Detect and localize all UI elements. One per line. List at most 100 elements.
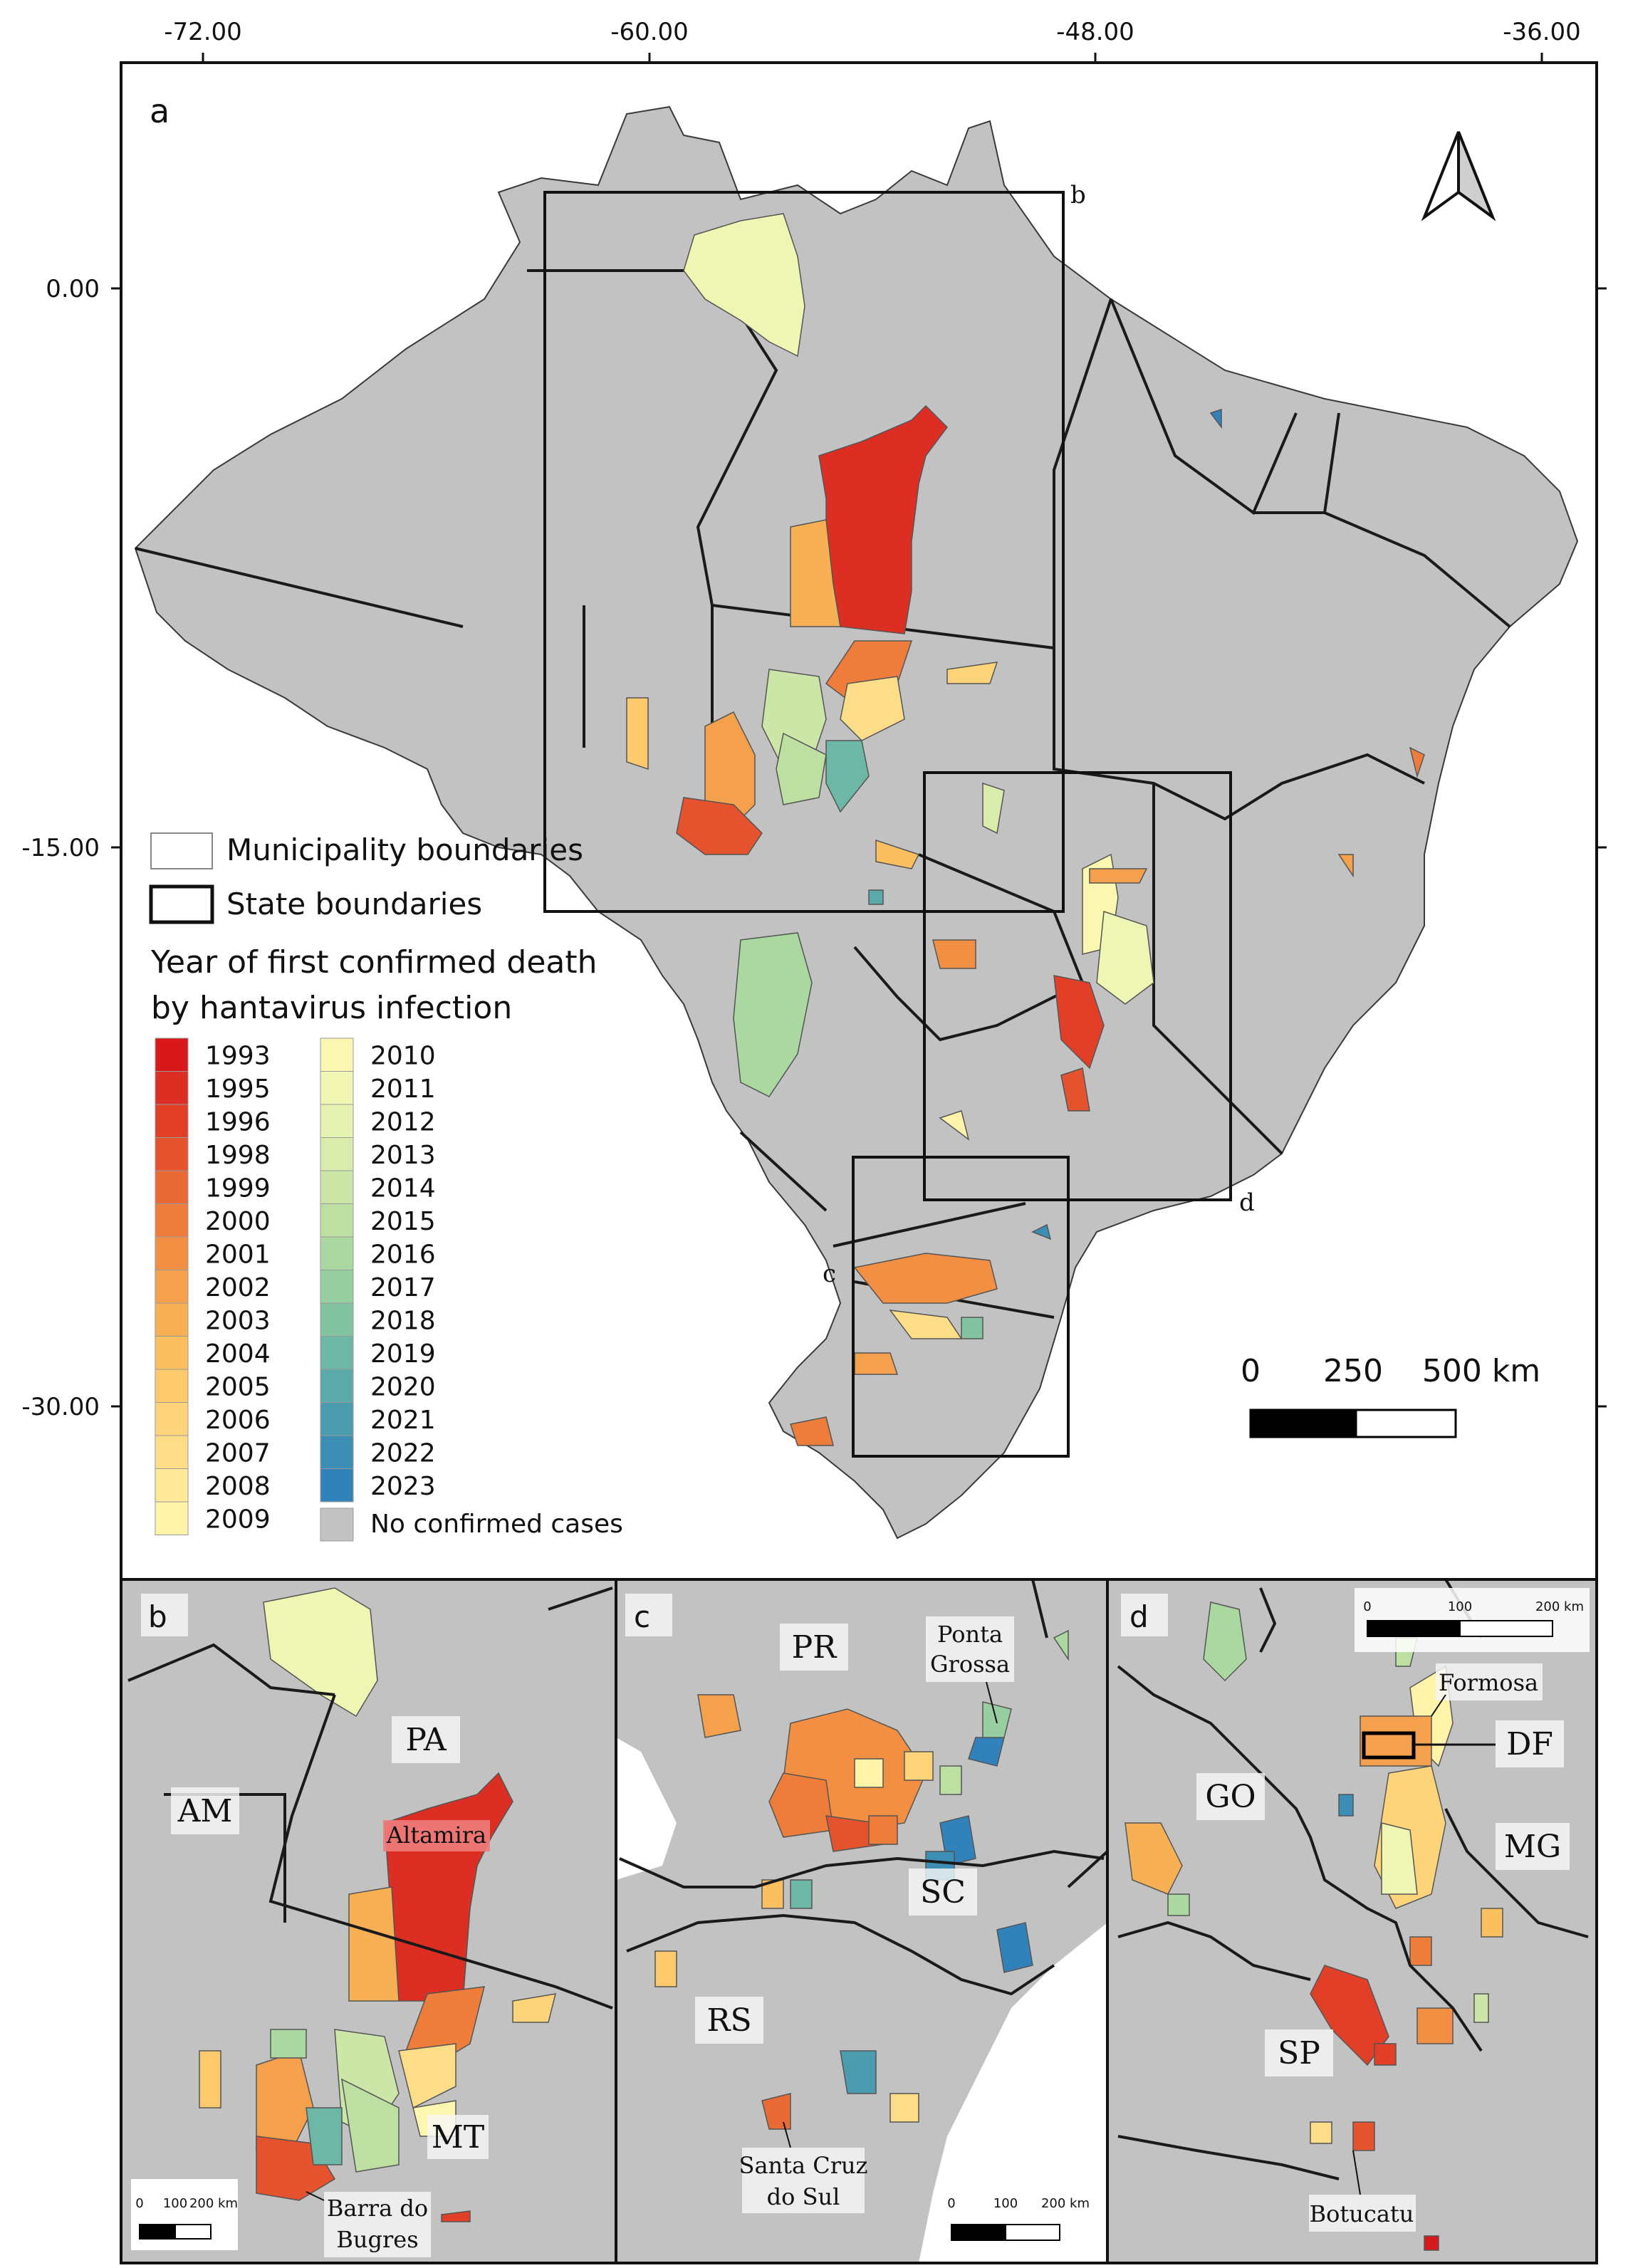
y-tick-label: 0.00	[46, 275, 100, 303]
state-label-sc: SC	[920, 1874, 966, 1911]
panel-d-scale-bar: 0 100 200 km	[1355, 1588, 1590, 1652]
legend-year-2000: 2000	[205, 1207, 271, 1236]
legend-swatch-2000	[155, 1203, 189, 1238]
x-tick-label: -36.00	[1503, 18, 1581, 46]
scale-label: 0	[1241, 1353, 1261, 1389]
place-label-bg	[1196, 1773, 1265, 1820]
legend-year-2020: 2020	[370, 1373, 436, 1402]
place-label-bg	[742, 2148, 865, 2213]
inset-box-b	[543, 191, 1065, 913]
city-label-santa-cruz-line2: do Sul	[767, 2183, 840, 2210]
legend-swatch-2003	[155, 1302, 189, 1337]
place-label-bg	[1436, 1663, 1543, 1700]
panel-c-label: c	[634, 1599, 650, 1634]
state-boundary-swatch	[149, 884, 214, 924]
state-label-mg: MG	[1504, 1829, 1561, 1865]
city-label-ponta-grossa-line2: Grossa	[930, 1651, 1010, 1678]
legend-year-2007: 2007	[205, 1439, 271, 1468]
panel-c-municipalities	[654, 1629, 1069, 2130]
panel-c-neighbor-country	[616, 1737, 677, 1880]
legend-year-2014: 2014	[370, 1174, 436, 1203]
state-label-pa: PA	[405, 1722, 447, 1758]
legend-swatch-2011	[320, 1071, 354, 1105]
legend-year-2015: 2015	[370, 1207, 436, 1236]
city-label-barra-do-bugres-line2: Bugres	[336, 2226, 418, 2253]
panel-b-label: b	[148, 1599, 167, 1634]
city-label-santa-cruz-line1: Santa Cruz	[739, 2152, 868, 2179]
legend-year-1999: 1999	[205, 1174, 271, 1203]
legend-swatch-2019	[320, 1336, 354, 1370]
scale-label: 100	[163, 2196, 187, 2211]
place-label-bg	[171, 1787, 239, 1834]
legend-year-2002: 2002	[205, 1273, 271, 1302]
city-label-ponta-grossa-line1: Ponta	[937, 1621, 1003, 1648]
legend-year-2023: 2023	[370, 1472, 436, 1501]
inset-box-c	[852, 1156, 1070, 1458]
legend-state-label: State boundaries	[226, 887, 482, 921]
panel-d: d 0 100 200 km Formosa DF GO MG SP Botuc…	[1106, 1578, 1598, 2264]
state-boundary-lines	[135, 269, 1511, 1319]
no-cases-label: No confirmed cases	[370, 1510, 623, 1539]
legend-years-col1: 1993 1995 1996 1998 1999 2000 2001 2002 2003 2004…	[155, 1038, 271, 1535]
panel-b-state-lines	[127, 1587, 613, 2010]
panel-c-scale-bar: 0 100 200 km	[940, 2179, 1090, 2250]
scale-label: 100	[1448, 1599, 1472, 1614]
legend-year-2009: 2009	[205, 1505, 271, 1535]
place-label-bg	[324, 2192, 431, 2257]
state-label-rs: RS	[706, 2002, 751, 2039]
legend-swatch-1996	[155, 1104, 189, 1138]
state-label-go: GO	[1205, 1779, 1256, 1815]
legend-swatch-2002	[155, 1270, 189, 1304]
inset-label-b: b	[1070, 181, 1086, 209]
place-label-bg	[926, 1616, 1014, 1682]
y-axis-ticks: 0.00 -15.00 -30.00	[21, 275, 1607, 1421]
x-tick-label: -72.00	[164, 18, 242, 46]
y-tick-label: -30.00	[21, 1393, 100, 1421]
legend-title-line2: by hantavirus infection	[151, 990, 512, 1026]
legend-swatch-2010	[320, 1038, 354, 1072]
affected-municipalities	[626, 213, 1425, 1446]
place-label-bg	[427, 2115, 489, 2159]
panel-a: b c d a -72.00 -60.00 -48.00 -36.00 0.00…	[21, 18, 1607, 1581]
city-label-barra-do-bugres-line1: Barra do	[327, 2195, 428, 2222]
no-cases-swatch	[320, 1507, 354, 1542]
place-label-bg	[383, 1820, 490, 1851]
legend-swatch-2013	[320, 1137, 354, 1171]
state-label-mt: MT	[432, 2119, 484, 2155]
scale-label: 0	[1363, 1599, 1371, 1614]
panel-b-label-bg	[141, 1594, 188, 1636]
legend-swatch-2022	[320, 1435, 354, 1469]
legend-title-line1: Year of first confirmed death	[150, 944, 597, 981]
inset-box-d	[923, 771, 1232, 1201]
legend-year-2010: 2010	[370, 1042, 436, 1071]
inset-label-d: d	[1239, 1188, 1255, 1217]
legend-year-2012: 2012	[370, 1108, 436, 1137]
x-axis-ticks: -72.00 -60.00 -48.00 -36.00	[164, 18, 1581, 63]
legend-years-col2: 2010 2011 2012 2013 2014 2015 2016 2017 2018 2019…	[320, 1038, 436, 1503]
legend-swatch-2012	[320, 1104, 354, 1138]
district-label-df: DF	[1506, 1726, 1553, 1762]
panel-d-label: d	[1129, 1599, 1149, 1634]
legend-year-2019: 2019	[370, 1339, 436, 1369]
legend-swatch-1999	[155, 1170, 189, 1204]
legend-year-1995: 1995	[205, 1075, 271, 1104]
legend-municipality-label: Municipality boundaries	[226, 832, 583, 867]
city-label-formosa: Formosa	[1439, 1669, 1538, 1696]
legend-year-1998: 1998	[205, 1141, 271, 1170]
legend-swatch-2008	[155, 1468, 189, 1503]
state-label-sp: SP	[1278, 2035, 1320, 2071]
legend-swatch-2007	[155, 1435, 189, 1469]
legend-swatch-1998	[155, 1137, 189, 1171]
legend-swatch-2020	[320, 1369, 354, 1403]
place-label-bg	[1309, 2195, 1416, 2232]
place-label-bg	[1496, 1720, 1564, 1767]
panel-d-frame	[1106, 1578, 1598, 2264]
scale-label: 200 km	[189, 2196, 238, 2211]
place-label-bg	[392, 1716, 460, 1763]
legend-swatch-2005	[155, 1369, 189, 1403]
panel-c-ocean	[919, 1923, 1107, 2263]
panel-a-label: a	[150, 92, 169, 130]
city-label-altamira: Altamira	[386, 1822, 486, 1849]
legend-year-2005: 2005	[205, 1373, 271, 1402]
